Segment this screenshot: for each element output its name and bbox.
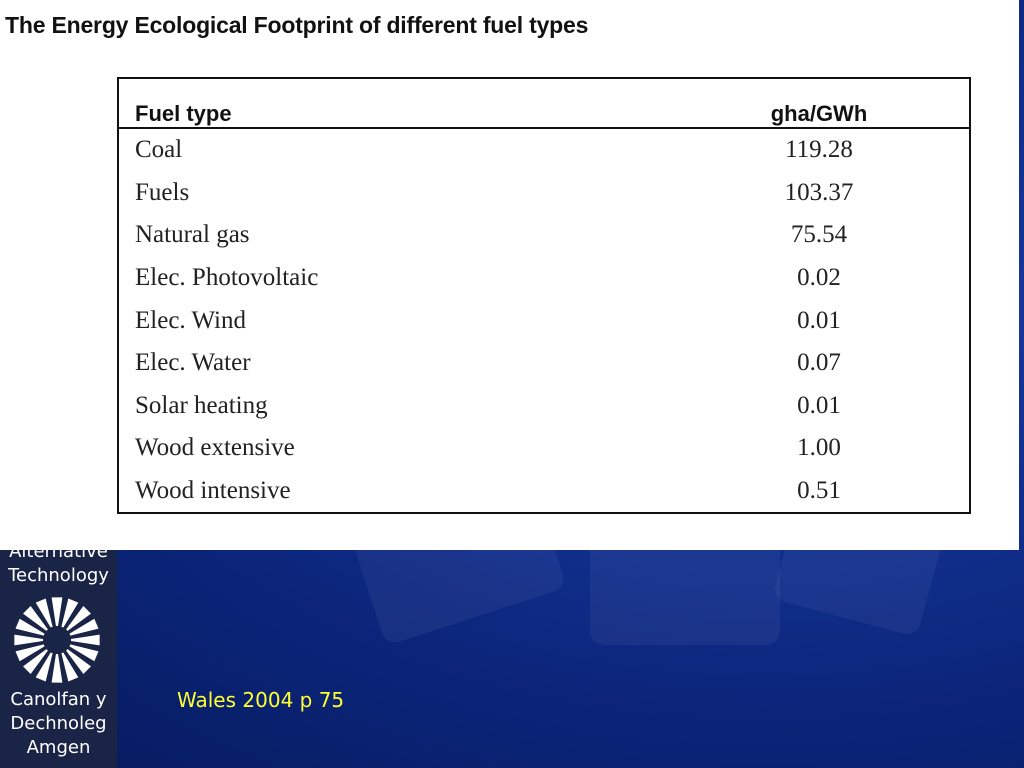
fuel-type-cell: Fuels	[135, 178, 190, 206]
gha-value-cell: 119.28	[785, 136, 853, 164]
logo-petal	[70, 634, 100, 646]
citation-text: Wales 2004 p 75	[177, 688, 345, 712]
table-row: Wood intensive 0.51	[118, 470, 970, 514]
fuel-type-cell: Elec. Photovoltaic	[135, 264, 319, 292]
fuel-type-cell: Coal	[135, 136, 183, 164]
sunburst-logo-icon	[14, 597, 100, 683]
logo-petal	[69, 618, 99, 636]
logo-petal	[66, 606, 91, 631]
gha-value-cell: 0.01	[797, 391, 841, 419]
table-row: Coal 119.28	[118, 128, 970, 172]
gha-value-cell: 1.00	[797, 434, 841, 462]
table-row: Elec. Water 0.07	[118, 342, 970, 385]
logo-petal	[35, 652, 53, 682]
table-row: Elec. Photovoltaic 0.02	[118, 257, 970, 300]
header-gha-gwh: gha/GWh	[669, 78, 970, 129]
fuel-footprint-table: Fuel type gha/GWh Coal 119.28 Fuels 103.…	[117, 77, 971, 515]
slide-title: The Energy Ecological Footprint of diffe…	[5, 12, 589, 38]
logo-petal	[61, 598, 79, 628]
header-fuel-type: Fuel type	[118, 78, 669, 129]
table-header-row: Fuel type gha/GWh	[118, 78, 970, 129]
logo-petal	[51, 653, 63, 683]
logo-petal	[61, 652, 79, 682]
logo-petal	[23, 606, 48, 631]
slide-panel: The Energy Ecological Footprint of diffe…	[5, 12, 971, 515]
gha-value-cell: 0.01	[797, 306, 841, 334]
table-row: Solar heating 0.01	[118, 385, 970, 428]
fuel-type-cell: Solar heating	[135, 391, 268, 419]
logo-petal	[15, 618, 45, 636]
table-row: Fuels 103.37	[118, 172, 970, 215]
logo-petal	[14, 634, 44, 646]
fuel-type-cell: Elec. Wind	[135, 306, 246, 334]
logo-petal	[35, 598, 53, 628]
fuel-type-cell: Wood extensive	[135, 434, 295, 462]
logo-petal	[66, 649, 91, 674]
logo-petal	[15, 644, 45, 662]
logo-petal	[51, 597, 63, 627]
table-row: Wood extensive 1.00	[118, 427, 970, 470]
table-row: Natural gas 75.54	[118, 214, 970, 257]
gha-value-cell: 0.51	[797, 477, 841, 505]
fuel-type-cell: Natural gas	[135, 221, 250, 249]
table-row: Elec. Wind 0.01	[118, 299, 970, 342]
logo-petal	[23, 649, 48, 674]
fuel-type-cell: Wood intensive	[135, 477, 291, 505]
fuel-type-cell: Elec. Water	[135, 349, 251, 377]
gha-value-cell: 75.54	[790, 221, 848, 249]
gha-value-cell: 0.07	[797, 349, 841, 377]
gha-value-cell: 103.37	[784, 178, 854, 206]
logo-petal	[69, 644, 99, 662]
sidebar-bottom-text: Canolfan y Dechnoleg Amgen	[10, 689, 107, 758]
gha-value-cell: 0.02	[797, 264, 841, 292]
